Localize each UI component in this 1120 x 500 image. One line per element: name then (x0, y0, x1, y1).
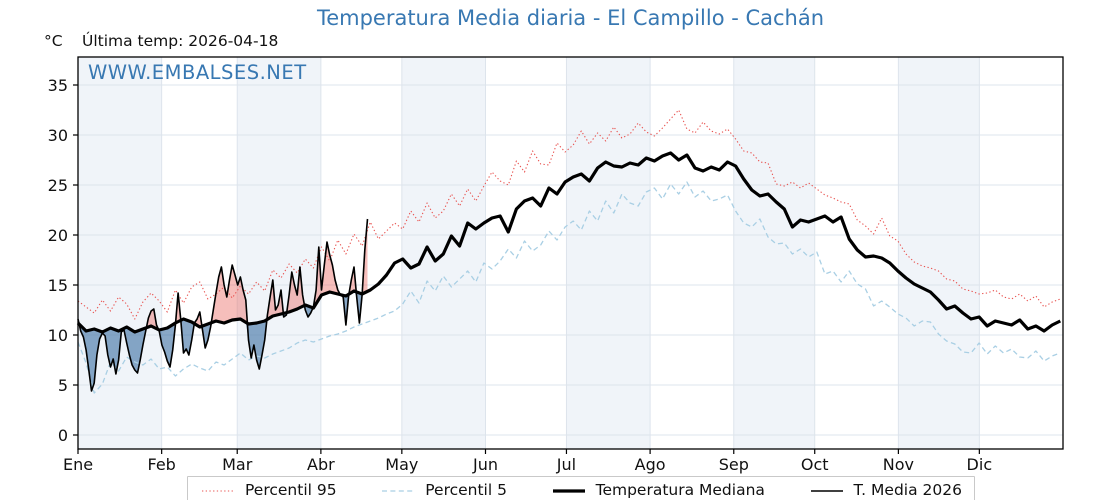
last-temp-label: Última temp: 2026-04-18 (82, 32, 279, 50)
percentil-5-line-swatch-icon (382, 489, 415, 492)
x-tick-label: Nov (883, 455, 914, 474)
fill-above-median (78, 219, 368, 332)
y-tick-label: 25 (48, 176, 68, 195)
month-band (979, 57, 1063, 449)
legend-item-percentil-5: Percentil 5 (380, 480, 507, 500)
x-tick-label: Dic (967, 455, 993, 474)
legend-label: Temperatura Mediana (595, 481, 765, 499)
month-band (320, 57, 402, 449)
month-band (814, 57, 899, 449)
percentil-95-line-swatch-icon (202, 489, 234, 492)
x-tick-label: Oct (801, 455, 829, 474)
watermark-embalses: WWW.EMBALSES.NET (88, 61, 307, 84)
series-t-media-2026 (77, 218, 369, 392)
month-band (161, 57, 238, 449)
x-tick-label: Sep (719, 455, 749, 474)
month-band (733, 57, 815, 449)
y-tick-label: 15 (48, 276, 68, 295)
legend-item-percentil-95: Percentil 95 (200, 480, 337, 500)
legend-label: T. Media 2026 (853, 481, 962, 499)
month-band (566, 57, 651, 449)
series-temperatura-mediana (76, 151, 1062, 334)
x-tick-label: Jul (556, 455, 576, 474)
mediana-line-swatch-icon (552, 488, 585, 493)
y-tick-label: 35 (48, 76, 68, 95)
month-band (650, 57, 734, 449)
x-tick-label: Ene (63, 455, 93, 474)
x-tick-label: Feb (147, 455, 175, 474)
legend-label: Percentil 95 (245, 481, 337, 499)
month-band (485, 57, 567, 449)
y-tick-label: 10 (48, 326, 68, 345)
y-tick-label: 20 (48, 226, 68, 245)
month-band (237, 57, 321, 449)
media-2026-line-swatch-icon (810, 489, 843, 492)
fill-below-median (78, 291, 368, 391)
month-band (78, 57, 162, 449)
y-tick-label: 0 (58, 426, 68, 445)
legend-item-mediana: Temperatura Mediana (551, 480, 765, 500)
x-tick-label: May (385, 455, 418, 474)
chart-legend: Percentil 95 Percentil 5 Temperatura Med… (187, 476, 975, 500)
x-tick-label: Abr (307, 455, 335, 474)
y-tick-label: 30 (48, 126, 68, 145)
y-axis-unit-label: °C (44, 32, 63, 50)
legend-item-media-2026: T. Media 2026 (809, 480, 962, 500)
y-tick-label: 5 (58, 376, 68, 395)
x-tick-label: Mar (222, 455, 253, 474)
x-tick-label: Jun (472, 455, 498, 474)
x-tick-label: Ago (635, 455, 666, 474)
month-band (898, 57, 980, 449)
legend-label: Percentil 5 (425, 481, 507, 499)
plot-border (77, 56, 1064, 450)
chart-title: Temperatura Media diaria - El Campillo -… (316, 6, 825, 30)
